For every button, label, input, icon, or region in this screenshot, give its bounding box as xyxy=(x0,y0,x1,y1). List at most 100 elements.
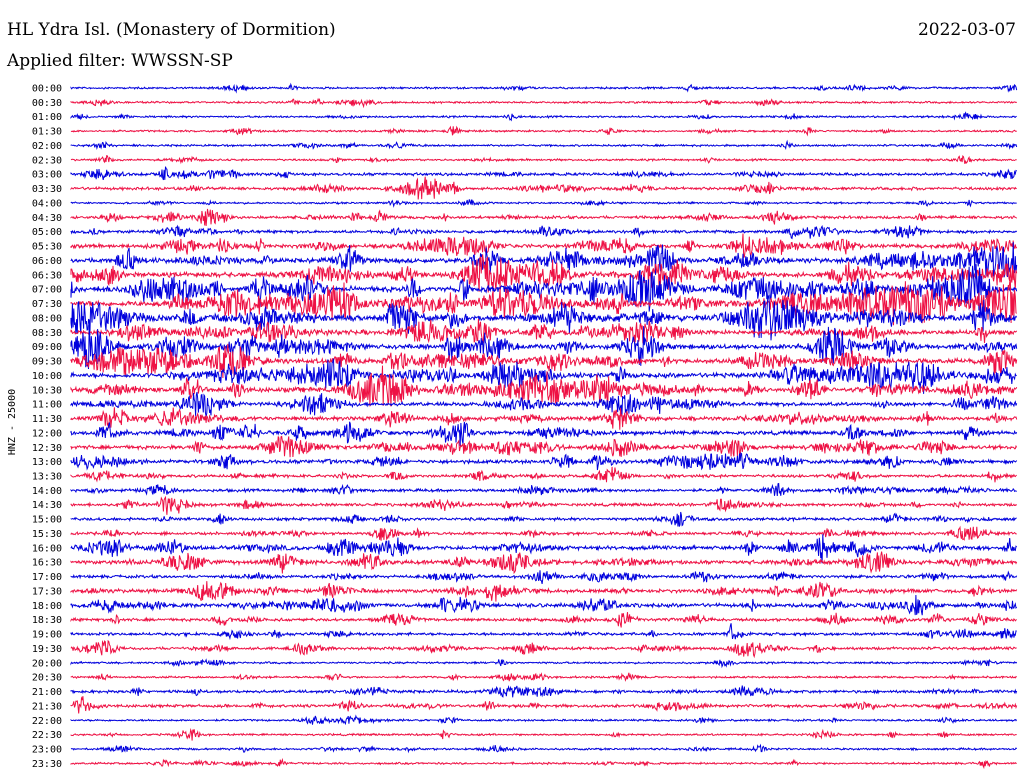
trace-line xyxy=(70,294,1018,341)
trace-line xyxy=(70,421,1018,447)
trace-line xyxy=(70,743,1018,754)
time-tick-label: 08:30 xyxy=(32,328,62,339)
trace-line xyxy=(70,343,1018,379)
time-tick-label: 21:30 xyxy=(32,701,62,712)
time-tick-label: 02:30 xyxy=(32,155,62,166)
time-tick-label: 12:00 xyxy=(32,428,62,439)
trace-line xyxy=(70,208,1018,226)
station-title: HL Ydra Isl. (Monastery of Dormition) xyxy=(7,20,336,40)
trace-line xyxy=(70,166,1017,181)
time-tick-label: 14:30 xyxy=(32,500,62,511)
time-tick-label: 20:00 xyxy=(32,658,62,669)
trace-line xyxy=(70,534,1018,564)
trace-line xyxy=(70,639,1017,659)
trace-line xyxy=(70,525,1017,541)
time-tick-label: 19:00 xyxy=(32,630,62,641)
trace-line xyxy=(70,391,1018,418)
trace-line xyxy=(70,435,1018,458)
trace-line xyxy=(70,224,1018,240)
time-tick-label: 23:30 xyxy=(32,759,62,770)
time-tick-label: 01:30 xyxy=(32,127,62,138)
y-axis-label: HNZ - 25000 xyxy=(7,389,18,455)
trace-line xyxy=(70,714,1018,726)
time-tick-label: 16:30 xyxy=(32,558,62,569)
trace-line xyxy=(70,594,1018,616)
trace-line xyxy=(70,155,1017,165)
time-tick-label: 12:30 xyxy=(32,443,62,454)
time-tick-label: 22:30 xyxy=(32,730,62,741)
trace-line xyxy=(70,658,1018,669)
time-tick-label: 15:00 xyxy=(32,515,62,526)
trace-line xyxy=(70,623,1017,641)
time-tick-label: 00:30 xyxy=(32,98,62,109)
trace-line xyxy=(70,581,1018,602)
time-tick-label: 23:00 xyxy=(32,745,62,756)
time-tick-label: 03:30 xyxy=(32,184,62,195)
trace-line xyxy=(70,97,1017,109)
time-tick-label: 05:00 xyxy=(32,227,62,238)
time-tick-label: 19:30 xyxy=(32,644,62,655)
trace-line xyxy=(70,452,1018,471)
time-tick-label: 09:00 xyxy=(32,342,62,353)
time-tick-label: 09:30 xyxy=(32,357,62,368)
traces-group xyxy=(70,82,1018,770)
time-tick-label: 20:30 xyxy=(32,673,62,684)
trace-line xyxy=(70,254,1018,293)
trace-line xyxy=(70,570,1018,585)
time-tick-label: 11:30 xyxy=(32,414,62,425)
time-tick-label: 21:00 xyxy=(32,687,62,698)
trace-line xyxy=(70,612,1017,628)
trace-line xyxy=(70,199,1017,208)
trace-line xyxy=(70,242,1018,278)
trace-line xyxy=(70,111,1017,122)
time-tick-label: 03:00 xyxy=(32,170,62,181)
trace-line xyxy=(70,278,1017,326)
trace-line xyxy=(70,495,1018,515)
trace-line xyxy=(70,672,1018,682)
time-tick-label: 17:00 xyxy=(32,572,62,583)
time-tick-label: 06:00 xyxy=(32,256,62,267)
record-date: 2022-03-07 xyxy=(917,20,1016,40)
time-tick-label: 15:30 xyxy=(32,529,62,540)
trace-line xyxy=(70,233,1018,259)
time-tick-label: 10:30 xyxy=(32,385,62,396)
time-tick-label: 06:30 xyxy=(32,270,62,281)
trace-line xyxy=(70,82,1018,94)
trace-line xyxy=(70,757,1017,770)
time-tick-label: 00:00 xyxy=(32,84,62,95)
filter-label: Applied filter: WWSSN-SP xyxy=(7,51,233,71)
time-tick-label: 13:30 xyxy=(32,471,62,482)
time-tick-label: 10:00 xyxy=(32,371,62,382)
trace-line xyxy=(70,365,1018,407)
time-tick-label: 07:30 xyxy=(32,299,62,310)
trace-line xyxy=(70,482,1017,497)
time-tick-label: 14:00 xyxy=(32,486,62,497)
time-tick-label: 16:00 xyxy=(32,543,62,554)
trace-line xyxy=(70,139,1018,150)
trace-line xyxy=(70,696,1018,714)
trace-line xyxy=(70,466,1017,483)
time-tick-label: 04:00 xyxy=(32,198,62,209)
time-tick-label: 01:00 xyxy=(32,112,62,123)
time-tick-label: 18:00 xyxy=(32,601,62,612)
trace-line xyxy=(70,125,1017,137)
trace-line xyxy=(70,358,1017,394)
time-ticks-group: 00:00 00:30 01:00 01:30 02:00 02:30 03:00 03:30… xyxy=(32,84,62,770)
time-tick-label: 13:00 xyxy=(32,457,62,468)
trace-line xyxy=(70,511,1017,527)
trace-line xyxy=(70,685,1018,698)
time-tick-label: 22:00 xyxy=(32,716,62,727)
trace-line xyxy=(70,407,1018,430)
time-tick-label: 04:30 xyxy=(32,213,62,224)
time-tick-label: 02:00 xyxy=(32,141,62,152)
time-tick-label: 07:00 xyxy=(32,285,62,296)
trace-line xyxy=(70,264,1018,312)
trace-line xyxy=(70,727,1017,741)
trace-line xyxy=(70,318,1018,344)
time-tick-label: 11:00 xyxy=(32,400,62,411)
time-tick-label: 08:00 xyxy=(32,313,62,324)
trace-line xyxy=(70,551,1018,575)
time-tick-label: 05:30 xyxy=(32,242,62,253)
time-tick-label: 17:30 xyxy=(32,586,62,597)
